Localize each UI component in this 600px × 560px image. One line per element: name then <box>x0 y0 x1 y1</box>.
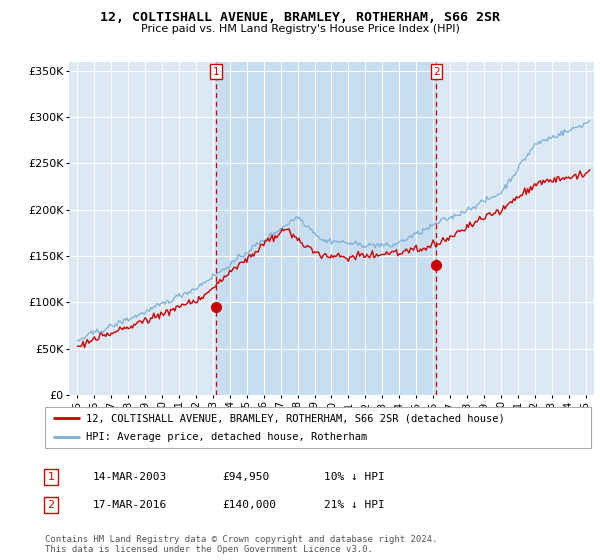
Text: 2: 2 <box>47 500 55 510</box>
Text: Contains HM Land Registry data © Crown copyright and database right 2024.
This d: Contains HM Land Registry data © Crown c… <box>45 535 437 554</box>
Text: 21% ↓ HPI: 21% ↓ HPI <box>324 500 385 510</box>
Text: HPI: Average price, detached house, Rotherham: HPI: Average price, detached house, Roth… <box>86 432 367 442</box>
Text: 12, COLTISHALL AVENUE, BRAMLEY, ROTHERHAM, S66 2SR (detached house): 12, COLTISHALL AVENUE, BRAMLEY, ROTHERHA… <box>86 413 505 423</box>
Text: 2: 2 <box>433 67 440 77</box>
Bar <box>217 62 436 395</box>
Text: £94,950: £94,950 <box>222 472 269 482</box>
Text: 14-MAR-2003: 14-MAR-2003 <box>93 472 167 482</box>
Text: 12, COLTISHALL AVENUE, BRAMLEY, ROTHERHAM, S66 2SR: 12, COLTISHALL AVENUE, BRAMLEY, ROTHERHA… <box>100 11 500 24</box>
Text: Price paid vs. HM Land Registry's House Price Index (HPI): Price paid vs. HM Land Registry's House … <box>140 24 460 34</box>
Text: 17-MAR-2016: 17-MAR-2016 <box>93 500 167 510</box>
Text: 10% ↓ HPI: 10% ↓ HPI <box>324 472 385 482</box>
Text: £140,000: £140,000 <box>222 500 276 510</box>
Text: 1: 1 <box>47 472 55 482</box>
Text: 1: 1 <box>213 67 220 77</box>
